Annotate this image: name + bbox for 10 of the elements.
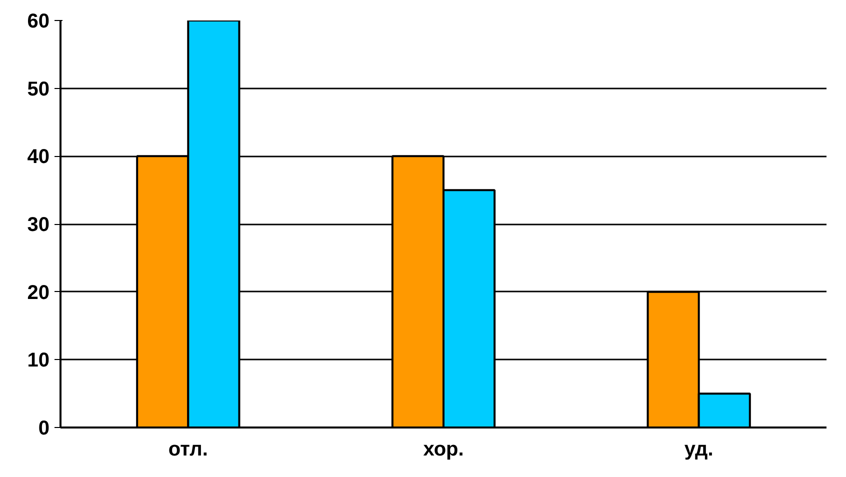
x-tick-label: хор. [423,438,464,460]
x-tick-label: уд. [684,438,714,460]
y-tick-label: 60 [27,10,50,32]
y-tick-label: 30 [27,214,50,236]
y-tick-label: 20 [27,282,50,304]
y-tick-label: 40 [27,146,50,168]
y-tick-label: 50 [27,78,50,100]
x-tick-label: отл. [168,438,208,460]
y-tick-label: 0 [38,418,50,440]
y-tick-label: 10 [27,350,50,372]
